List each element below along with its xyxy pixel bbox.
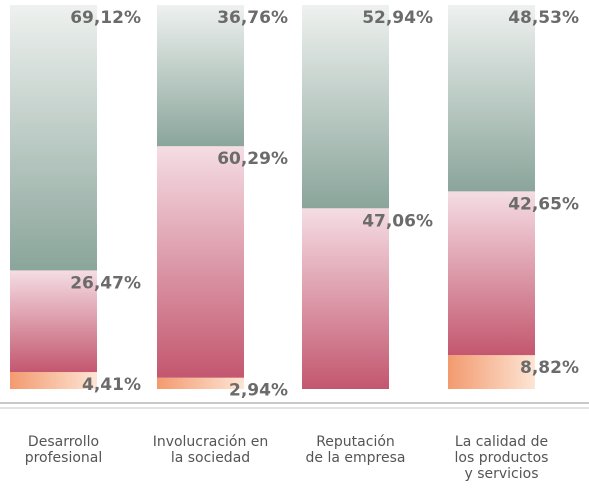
value-label: 60,29% xyxy=(217,149,288,169)
category-label: La calidad de los productos y servicios xyxy=(455,434,549,482)
value-label: 4,41% xyxy=(82,375,141,395)
value-label: 52,94% xyxy=(362,8,433,28)
category-label: Involucración en la sociedad xyxy=(153,434,269,466)
bar-segment xyxy=(302,5,389,209)
value-label: 42,65% xyxy=(508,194,579,214)
bar-segment xyxy=(157,377,244,389)
bar-segment xyxy=(302,208,389,389)
bar-segment xyxy=(10,5,97,271)
bar-segment xyxy=(448,5,535,192)
value-label: 48,53% xyxy=(508,8,579,28)
value-label: 2,94% xyxy=(229,381,288,401)
category-label: Desarrollo profesional xyxy=(25,434,103,466)
bar-segment xyxy=(157,5,244,147)
category-label: Reputación de la empresa xyxy=(306,434,406,466)
bar-segment xyxy=(10,270,97,373)
bar-segment xyxy=(448,355,535,389)
bar-segment xyxy=(10,372,97,389)
bar-segment xyxy=(157,146,244,378)
value-label: 26,47% xyxy=(70,273,141,293)
value-label: 8,82% xyxy=(520,358,579,378)
value-label: 47,06% xyxy=(362,211,433,231)
value-label: 36,76% xyxy=(217,8,288,28)
value-label: 69,12% xyxy=(70,8,141,28)
bar-segment xyxy=(448,191,535,356)
